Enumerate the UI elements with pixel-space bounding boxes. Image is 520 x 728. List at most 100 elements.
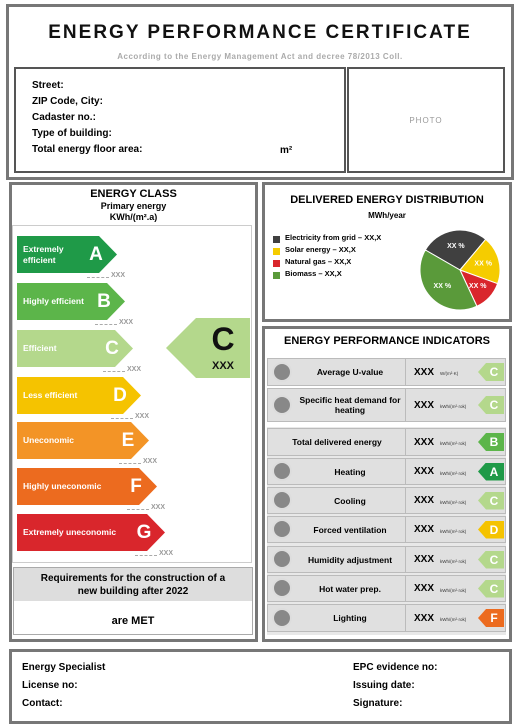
indicator-unit: kWh/(m²·rok): [440, 499, 467, 505]
distribution-unit: MWh/year: [368, 210, 406, 220]
legend-label: Electricity from grid – XX,X: [285, 233, 382, 242]
indicator-icon: [272, 461, 292, 481]
class-arrow: Extremely efficient A: [17, 236, 117, 273]
property-field: Street:: [32, 80, 64, 91]
photo-box: PHOTO: [347, 67, 505, 173]
class-limit: XXX: [127, 366, 142, 373]
legend-swatch: [273, 260, 280, 267]
distribution-panel: [262, 182, 512, 322]
legend-swatch: [273, 248, 280, 255]
indicator-label: Hot water prep.: [319, 583, 381, 594]
class-arrow: Uneconomic E: [17, 422, 149, 459]
footer-field: Signature:: [353, 698, 403, 709]
indicator-row: Humidity adjustment XXX kWh/(m²·rok) C: [267, 546, 506, 573]
pie-label: XX %: [447, 243, 465, 250]
indicator-label: Average U-value: [316, 367, 384, 377]
indicator-unit: kWh/(m²·rok): [440, 470, 467, 476]
indicator-label-cell: [268, 359, 406, 385]
footer-field: Issuing date:: [353, 680, 415, 691]
indicator-value: XXX: [414, 554, 435, 565]
indicator-label-cell: [268, 459, 406, 484]
indicator-label: Total delivered energy: [292, 437, 382, 447]
class-label: Extremely efficient: [23, 243, 64, 265]
class-limit: XXX: [143, 458, 158, 465]
indicator-unit: kWh/(m²·rok): [440, 404, 467, 409]
requirements-text: Requirements for the construction of a n…: [14, 568, 252, 601]
indicator-class: C: [478, 396, 504, 414]
indicator-row: Total delivered energy XXX kWh/(m²·rok) B: [267, 428, 506, 456]
limit-dash: [119, 463, 141, 464]
class-arrow: Efficient C: [17, 330, 133, 367]
indicator-label-cell: [268, 576, 406, 601]
indicator-class: D: [478, 520, 504, 539]
energy-class-unit: KWh/(m².a): [109, 212, 158, 222]
indicator-class: C: [478, 550, 504, 569]
footer-field: EPC evidence no:: [353, 662, 438, 673]
class-letter: B: [97, 290, 111, 312]
class-letter: G: [136, 521, 152, 543]
class-label: Uneconomic: [23, 435, 75, 445]
title: ENERGY PERFORMANCE CERTIFICATE: [48, 22, 472, 43]
class-arrow: Highly uneconomic F: [17, 468, 157, 505]
indicator-icon: [272, 361, 292, 382]
indicator-value: XXX: [414, 524, 435, 535]
footer-frame: [9, 649, 512, 724]
pie-slice: [419, 249, 478, 311]
energy-class-title: ENERGY CLASS: [90, 188, 177, 200]
pie-slice: [424, 229, 487, 271]
energy-class-subtitle: Primary energy: [100, 201, 167, 211]
legend-swatch: [273, 236, 280, 243]
indicator-value: XXX: [414, 612, 435, 624]
class-arrow: Less efficient D: [17, 377, 141, 414]
class-arrow: Highly efficient B: [17, 283, 125, 320]
distribution-title: DELIVERED ENERGY DISTRIBUTION: [290, 194, 484, 206]
class-limit: XXX: [119, 319, 134, 326]
header-frame: [6, 4, 514, 180]
property-field: Total energy floor area:: [32, 144, 143, 155]
class-arrow: Extremely uneconomic G: [17, 514, 165, 551]
class-letter: C: [105, 337, 119, 359]
indicators-panel: [262, 326, 512, 642]
legend-swatch: [273, 272, 280, 279]
indicator-unit: kWh/(m²·rok): [440, 528, 467, 534]
indicator-row: Heating XXX kWh/(m²·rok) A: [267, 458, 506, 485]
indicator-label: Specific heat demand for heating: [299, 395, 401, 415]
pie-label: XX %: [469, 283, 487, 290]
limit-dash: [135, 555, 157, 556]
indicator-label-cell: [268, 547, 406, 572]
limit-dash: [95, 324, 117, 325]
indicator-label-cell: [268, 605, 406, 631]
indicator-row: Cooling XXX kWh/(m²·rok) C: [267, 487, 506, 514]
subtitle: According to the Energy Management Act a…: [117, 51, 403, 61]
pie-label: XX %: [434, 283, 452, 290]
indicator-value: XXX: [414, 436, 435, 448]
indicator-row: Specific heat demand for heating XXX kWh/(…: [267, 388, 506, 422]
property-field: ZIP Code, City:: [32, 96, 103, 107]
class-label: Extremely uneconomic: [23, 527, 117, 537]
indicator-unit: kWh/(m²·rok): [440, 587, 467, 593]
indicator-unit: kWh/(m²·rok): [440, 617, 467, 622]
indicator-value: XXX: [414, 399, 435, 411]
indicator-icon: [272, 549, 292, 569]
rating-letter: C: [211, 320, 235, 357]
indicator-value: XXX: [414, 583, 435, 594]
property-field: Cadaster no.:: [32, 112, 96, 123]
indicator-label-cell: [268, 488, 406, 513]
property-box: [14, 67, 346, 173]
indicator-label: Humidity adjustment: [307, 554, 393, 565]
limit-dash: [87, 277, 109, 278]
class-letter: D: [113, 384, 127, 406]
class-label: Less efficient: [23, 390, 78, 400]
footer-field: Contact:: [22, 698, 63, 709]
class-letter: F: [130, 475, 142, 497]
energy-class-panel: [9, 182, 258, 642]
indicator-label: Forced ventilation: [313, 524, 387, 535]
indicators-title: ENERGY PERFORMANCE INDICATORS: [284, 335, 490, 347]
class-limit: XXX: [159, 550, 174, 557]
indicator-unit: kWh/(m²·rok): [440, 558, 467, 564]
class-limit: XXX: [151, 504, 166, 511]
indicator-value: XXX: [414, 495, 435, 506]
indicator-label: Cooling: [334, 495, 366, 506]
requirements-box: [13, 567, 253, 635]
